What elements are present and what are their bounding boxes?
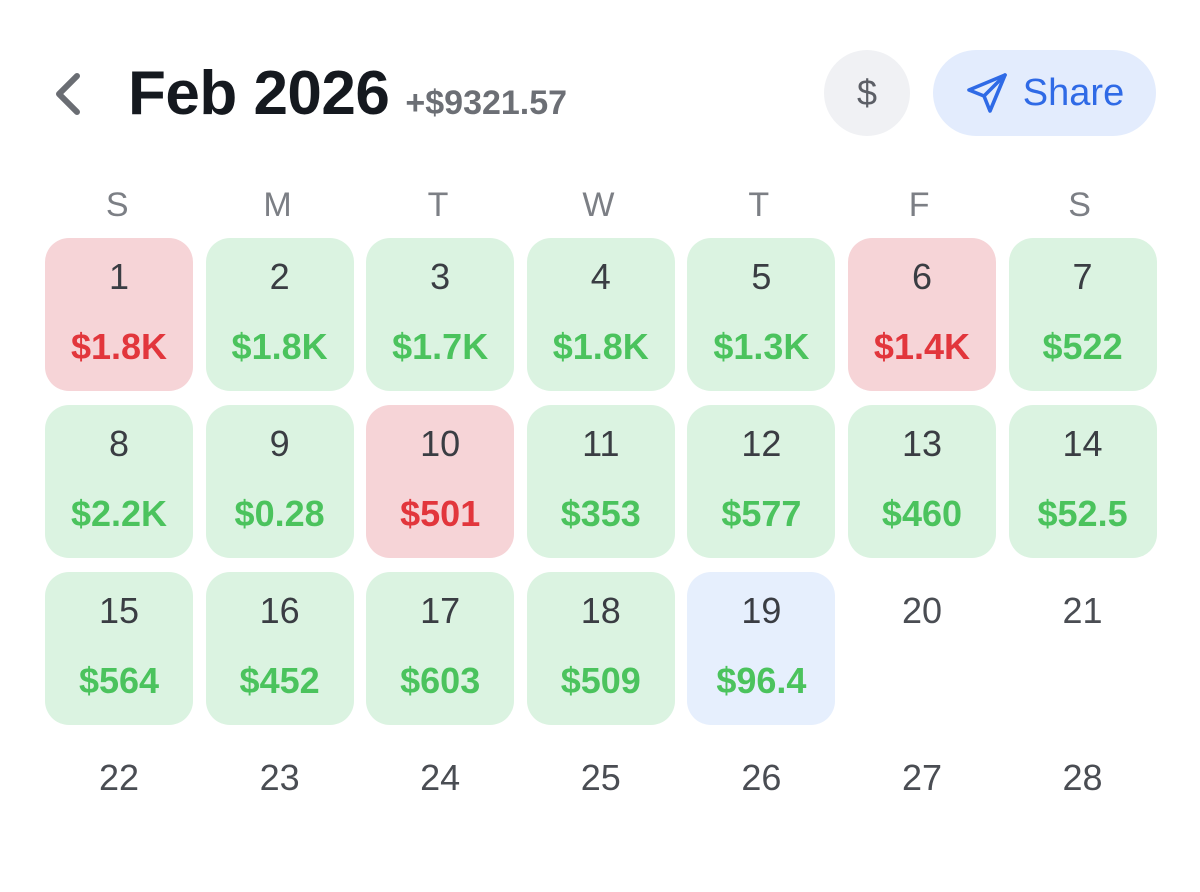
- day-number: 20: [901, 590, 942, 631]
- send-icon: [966, 73, 1007, 113]
- day-cell[interactable]: 10 $501: [366, 405, 515, 558]
- day-number: 11: [582, 423, 620, 464]
- chevron-left-icon: [56, 73, 80, 115]
- day-pnl-amount: $522: [1042, 326, 1123, 367]
- day-pnl-amount: $501: [400, 493, 481, 534]
- day-cell[interactable]: 16 $452: [205, 572, 354, 725]
- day-pnl-amount: $1.8K: [231, 326, 328, 367]
- day-cell[interactable]: 24: [366, 739, 514, 892]
- day-cell[interactable]: 17 $603: [366, 572, 515, 725]
- day-number: 22: [98, 757, 140, 798]
- day-pnl-amount: $452: [239, 660, 320, 701]
- weekday-label: T: [748, 186, 770, 224]
- share-label: Share: [1022, 71, 1125, 114]
- day-pnl-amount: $52.5: [1037, 493, 1128, 534]
- day-cell[interactable]: 13 $460: [847, 405, 996, 558]
- currency-toggle-button[interactable]: $: [824, 50, 910, 136]
- weekday-label: T: [427, 186, 449, 224]
- day-cell[interactable]: 21: [1009, 572, 1157, 725]
- day-number: 12: [741, 423, 782, 464]
- day-number: 25: [580, 757, 621, 798]
- day-cell[interactable]: 2 $1.8K: [205, 238, 354, 391]
- day-number: 3: [430, 256, 451, 297]
- day-cell[interactable]: 15 $564: [45, 572, 193, 725]
- weekday-label: W: [582, 186, 615, 224]
- day-cell[interactable]: 12 $577: [687, 405, 836, 558]
- day-cell[interactable]: 19 $96.4: [687, 572, 836, 725]
- day-number: 17: [420, 590, 461, 631]
- calendar-grid: 1 $1.8K 2 $1.8K 3 $1.7K 4 $1.8K 5 $1.3K 6 $1.4K 7 $52…: [45, 238, 1157, 892]
- day-number: 2: [269, 256, 290, 297]
- currency-label: $: [856, 72, 878, 113]
- weekday-label: F: [908, 186, 930, 224]
- month-total: +$9321.57: [405, 84, 568, 122]
- day-number: 24: [420, 757, 461, 798]
- day-cell[interactable]: 22: [45, 739, 193, 892]
- day-number: 13: [901, 423, 942, 464]
- day-number: 4: [590, 256, 611, 297]
- day-number: 27: [901, 757, 942, 798]
- day-pnl-amount: $1.8K: [70, 326, 168, 367]
- day-number: 14: [1062, 423, 1103, 464]
- day-pnl-amount: $1.3K: [713, 326, 810, 367]
- day-pnl-amount: $577: [721, 493, 802, 534]
- day-cell[interactable]: 23: [206, 739, 354, 892]
- weekday-row: S M T W T F S: [37, 180, 1163, 230]
- day-number: 21: [1062, 590, 1103, 631]
- day-number: 15: [98, 590, 140, 631]
- day-cell[interactable]: 18 $509: [526, 572, 675, 725]
- day-number: 9: [269, 423, 290, 464]
- calendar-header: Feb 2026 +$9321.57 $ Share: [0, 0, 1200, 190]
- page-title: Feb 2026: [128, 59, 390, 128]
- day-number: 1: [108, 256, 130, 297]
- day-pnl-amount: $509: [560, 660, 641, 701]
- day-number: 6: [911, 256, 932, 297]
- day-number: 26: [741, 757, 782, 798]
- day-cell[interactable]: 27: [848, 739, 996, 892]
- day-pnl-amount: $2.2K: [70, 493, 168, 534]
- day-pnl-amount: $1.8K: [552, 326, 649, 367]
- day-pnl-amount: $1.7K: [392, 326, 489, 367]
- day-cell[interactable]: 5 $1.3K: [687, 238, 836, 391]
- weekday-label: S: [1068, 186, 1091, 224]
- day-cell[interactable]: 3 $1.7K: [366, 238, 515, 391]
- day-number: 28: [1062, 757, 1103, 798]
- weekday-label: M: [263, 186, 292, 224]
- day-cell[interactable]: 9 $0.28: [205, 405, 354, 558]
- day-cell[interactable]: 14 $52.5: [1008, 405, 1157, 558]
- day-cell[interactable]: 4 $1.8K: [526, 238, 675, 391]
- day-pnl-amount: $1.4K: [873, 326, 970, 367]
- day-cell[interactable]: 28: [1009, 739, 1157, 892]
- day-cell[interactable]: 7 $522: [1008, 238, 1157, 391]
- day-number: 19: [741, 590, 782, 631]
- share-button[interactable]: Share: [933, 50, 1156, 136]
- day-number: 16: [259, 590, 300, 631]
- day-number: 5: [751, 256, 772, 297]
- day-pnl-amount: $603: [400, 660, 481, 701]
- day-number: 18: [580, 590, 621, 631]
- day-cell[interactable]: 25: [527, 739, 675, 892]
- weekday-label: S: [105, 186, 129, 224]
- day-pnl-amount: $564: [78, 660, 160, 701]
- day-cell[interactable]: 20: [848, 572, 996, 725]
- back-button[interactable]: [40, 66, 96, 122]
- day-cell[interactable]: 8 $2.2K: [45, 405, 193, 558]
- day-cell[interactable]: 1 $1.8K: [45, 238, 193, 391]
- day-pnl-amount: $0.28: [234, 493, 325, 534]
- day-number: 10: [420, 423, 461, 464]
- day-number: 8: [108, 423, 130, 464]
- day-pnl-amount: $96.4: [716, 660, 807, 701]
- day-cell[interactable]: 26: [687, 739, 835, 892]
- day-cell[interactable]: 6 $1.4K: [847, 238, 996, 391]
- day-number: 23: [259, 757, 300, 798]
- title-group: Feb 2026 +$9321.57: [128, 58, 567, 129]
- day-pnl-amount: $460: [881, 493, 963, 534]
- day-cell[interactable]: 11 $353: [526, 405, 675, 558]
- day-number: 7: [1072, 256, 1093, 297]
- day-pnl-amount: $353: [560, 493, 641, 534]
